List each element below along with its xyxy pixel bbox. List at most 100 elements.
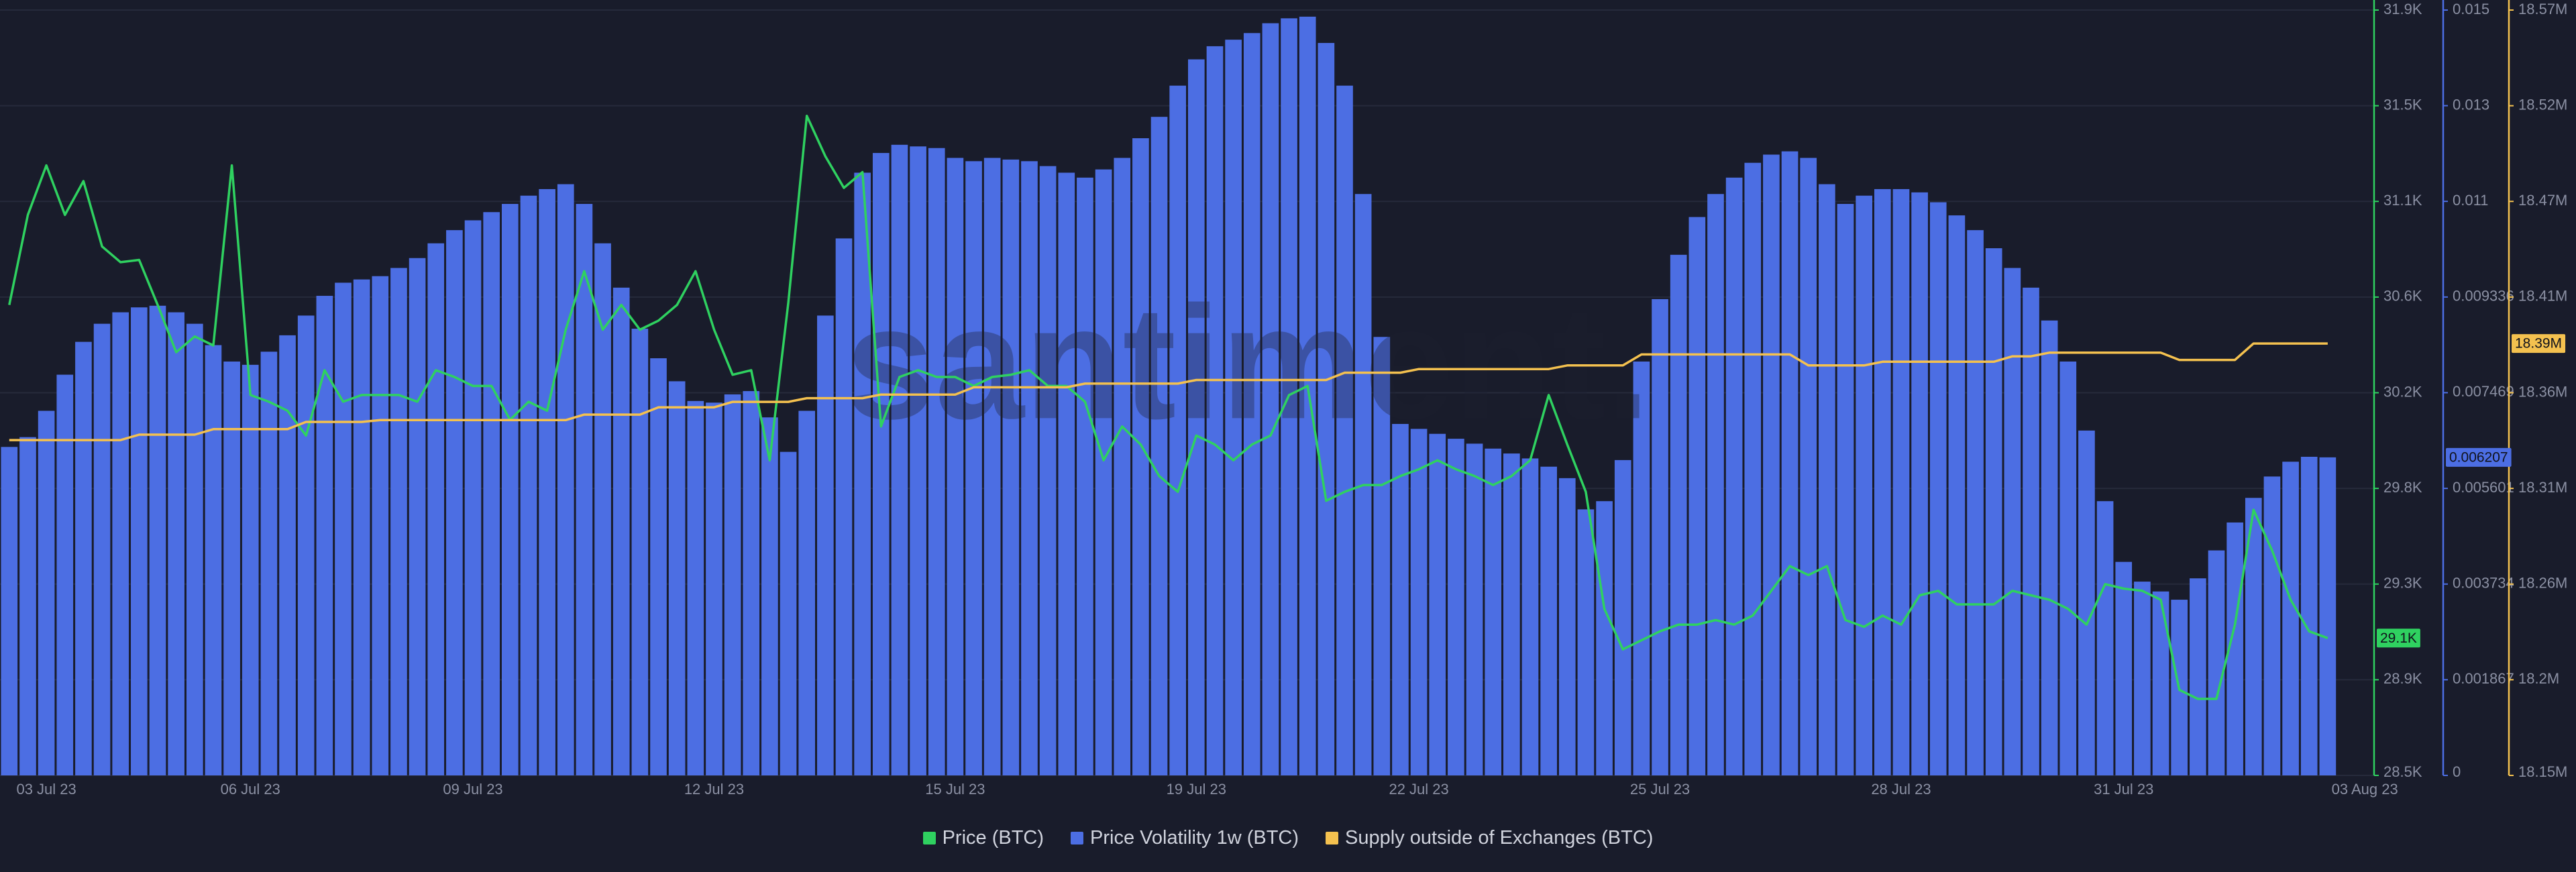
bar: [353, 279, 370, 775]
x-tick-label: 06 Jul 23: [221, 781, 280, 798]
x-tick-label: 03 Jul 23: [16, 781, 76, 798]
bar: [1707, 194, 1724, 775]
bar: [1670, 254, 1687, 776]
bar: [2134, 582, 2151, 775]
bar: [2263, 476, 2281, 775]
bar: [372, 276, 389, 776]
bar: [594, 243, 611, 776]
y-tick-label: 31.5K: [2383, 96, 2422, 113]
bar: [1336, 85, 1353, 776]
value-badge: 29.1K: [2377, 629, 2420, 648]
bar: [1114, 158, 1131, 775]
bar: [1150, 117, 1168, 775]
bar: [1856, 195, 1872, 775]
bar: [75, 341, 92, 775]
legend-label: Price (BTC): [942, 826, 1044, 849]
value-badge: 0.006207: [2446, 447, 2512, 467]
bar: [1058, 172, 1075, 775]
bar: [965, 161, 982, 775]
bar: [1744, 162, 1762, 775]
y-tick-label: 0: [2453, 763, 2461, 780]
bar: [817, 315, 834, 775]
y-tick-label: 0.011: [2453, 192, 2488, 209]
y-tick-label: 18.41M: [2518, 288, 2567, 305]
bar: [1206, 46, 1224, 775]
legend-label: Supply outside of Exchanges (BTC): [1345, 826, 1654, 849]
bar: [706, 402, 722, 775]
bar: [1781, 151, 1799, 775]
bar: [2115, 561, 2133, 775]
bar: [1652, 298, 1668, 776]
bar: [2041, 320, 2058, 776]
badge-label: 18.39M: [2515, 336, 2562, 351]
legend-item[interactable]: Supply outside of Exchanges (BTC): [1326, 827, 1653, 849]
bar: [223, 361, 240, 775]
bar: [1485, 448, 1502, 775]
bar: [1262, 23, 1279, 775]
bar: [279, 335, 296, 775]
value-badge: 18.39M: [2512, 334, 2566, 353]
bar: [2004, 268, 2021, 775]
bar: [1392, 424, 1409, 775]
bar: [1318, 43, 1335, 775]
line: [8, 114, 2328, 700]
bar: [2208, 550, 2225, 775]
bar: [1614, 459, 1631, 775]
y-tick-label: 0.007469: [2453, 383, 2514, 400]
bar: [1225, 40, 1242, 776]
bar: [1725, 177, 1743, 775]
bar: [557, 184, 574, 775]
bar: [56, 374, 74, 775]
bar: [1967, 230, 1984, 775]
bar: [2059, 361, 2077, 775]
legend-item[interactable]: Price (BTC): [922, 826, 1044, 849]
bar: [1819, 184, 1835, 775]
bar: [1188, 59, 1205, 775]
bar: [1429, 433, 1446, 775]
bar: [409, 258, 426, 775]
badge-bg: [2377, 629, 2420, 648]
bar: [650, 358, 667, 775]
badge-bg: [2446, 447, 2512, 467]
bar: [1503, 453, 1520, 775]
bar: [1558, 478, 1576, 775]
bar: [38, 411, 55, 775]
bar: [1521, 458, 1539, 775]
bar: [1039, 166, 1057, 776]
y-tick-label: 18.2M: [2518, 670, 2559, 687]
bar: [1540, 466, 1557, 775]
bar: [1021, 161, 1038, 775]
bar: [835, 238, 853, 775]
y-tick-label: 31.9K: [2383, 1, 2422, 17]
y-tick-label: 0.013: [2453, 96, 2489, 113]
y-tick-label: 28.5K: [2383, 763, 2422, 780]
bar: [2078, 430, 2095, 775]
bar: [1633, 361, 1650, 775]
bar: [1911, 192, 1928, 775]
y-tick-label: 0.009336: [2453, 288, 2514, 305]
bar: [983, 158, 1001, 775]
bar: [612, 287, 630, 776]
bar: [539, 188, 555, 775]
x-tick-label: 28 Jul 23: [1871, 781, 1931, 798]
y-tick-label: 18.26M: [2518, 575, 2567, 592]
legend-swatch: [922, 831, 936, 844]
y-tick-label: 0.003734: [2453, 575, 2514, 592]
bar: [131, 307, 148, 775]
legend-item[interactable]: Price Volatility 1w (BTC): [1071, 827, 1299, 849]
y-tick-label: 18.36M: [2518, 383, 2567, 400]
bar: [483, 212, 500, 775]
bar: [2190, 578, 2206, 775]
bar: [2282, 461, 2299, 775]
x-tick-label: 09 Jul 23: [443, 781, 502, 798]
y-tick-label: 31.1K: [2383, 192, 2422, 209]
bar: [427, 243, 445, 776]
y-tick-label: 28.9K: [2383, 670, 2422, 687]
y-tick-label: 0.001867: [2453, 670, 2514, 687]
bar: [464, 220, 482, 776]
y-tick-label: 18.57M: [2518, 1, 2567, 17]
bar: [1448, 439, 1464, 775]
bar: [631, 329, 649, 775]
bar: [1243, 33, 1260, 775]
x-tick-label: 22 Jul 23: [1389, 781, 1448, 798]
